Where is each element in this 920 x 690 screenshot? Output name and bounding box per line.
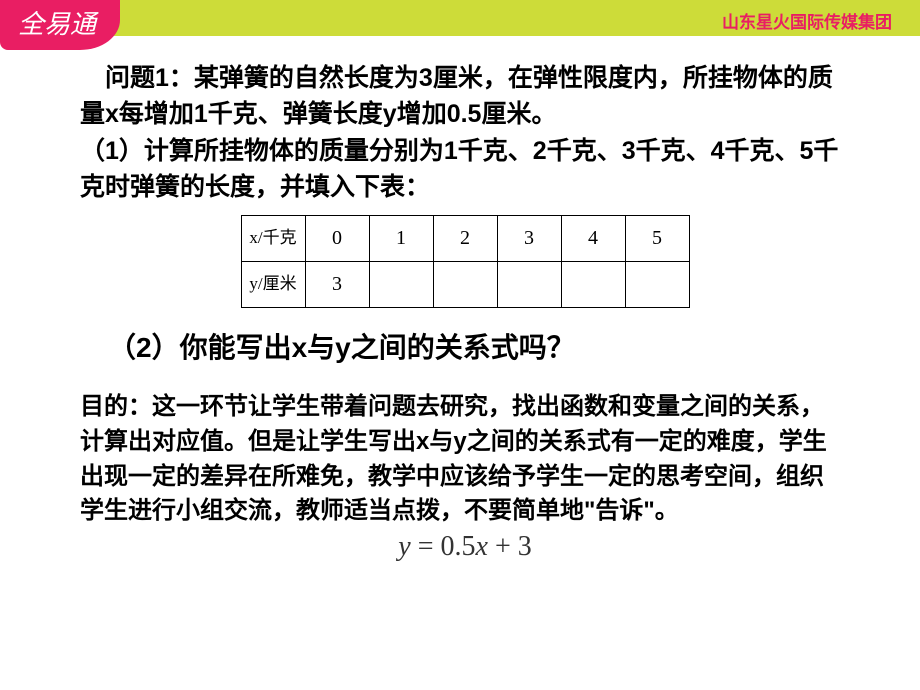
- table-cell: 2: [433, 216, 497, 262]
- table-cell: [369, 262, 433, 308]
- part2-text: 你能写出x与y之间的关系式吗？: [180, 332, 575, 363]
- table-cell: 5: [625, 216, 689, 262]
- header-bar: 全易通 山东星火国际传媒集团: [0, 0, 920, 36]
- slide-content: 问题1：某弹簧的自然长度为3厘米，在弹性限度内，所挂物体的质量x每增加1千克、弹…: [0, 36, 920, 563]
- table-row: x/千克 0 1 2 3 4 5: [241, 216, 689, 262]
- table-cell: 1: [369, 216, 433, 262]
- formula-x: x: [476, 531, 488, 562]
- table-cell: 4: [561, 216, 625, 262]
- table-cell: [497, 262, 561, 308]
- table-row: y/厘米 3: [241, 262, 689, 308]
- problem-title-label: 问题1: [105, 64, 169, 92]
- purpose-text: 目的：这一环节让学生带着问题去研究，找出函数和变量之间的关系，计算出对应值。但是…: [80, 390, 850, 529]
- data-table: x/千克 0 1 2 3 4 5 y/厘米 3: [241, 215, 690, 308]
- formula-a: 0.5: [441, 531, 476, 562]
- formula-b: 3: [518, 531, 532, 562]
- part2-label: （2）: [108, 332, 180, 363]
- corp-name: 山东星火国际传媒集团: [722, 8, 892, 33]
- data-table-wrap: x/千克 0 1 2 3 4 5 y/厘米 3: [80, 215, 850, 308]
- problem-statement: 问题1：某弹簧的自然长度为3厘米，在弹性限度内，所挂物体的质量x每增加1千克、弹…: [80, 60, 850, 205]
- table-cell: [433, 262, 497, 308]
- table-cell: 0: [305, 216, 369, 262]
- table-cell: 3: [305, 262, 369, 308]
- part1-label: （1）: [80, 137, 144, 165]
- table-cell: [625, 262, 689, 308]
- logo-text: 全易通: [18, 4, 96, 41]
- row-header-y: y/厘米: [241, 262, 305, 308]
- logo-badge: 全易通: [0, 0, 120, 50]
- table-cell: [561, 262, 625, 308]
- table-cell: 3: [497, 216, 561, 262]
- part1-text: 计算所挂物体的质量分别为1千克、2千克、3千克、4千克、5千克时弹簧的长度，并填…: [80, 137, 838, 201]
- formula-y: y: [398, 531, 410, 562]
- problem-title-sep: ：: [169, 64, 194, 92]
- row-header-x: x/千克: [241, 216, 305, 262]
- question-2: （2）你能写出x与y之间的关系式吗？: [80, 326, 850, 366]
- formula: y = 0.5x + 3: [80, 531, 850, 563]
- formula-eq: =: [411, 531, 441, 562]
- formula-plus: +: [488, 531, 518, 562]
